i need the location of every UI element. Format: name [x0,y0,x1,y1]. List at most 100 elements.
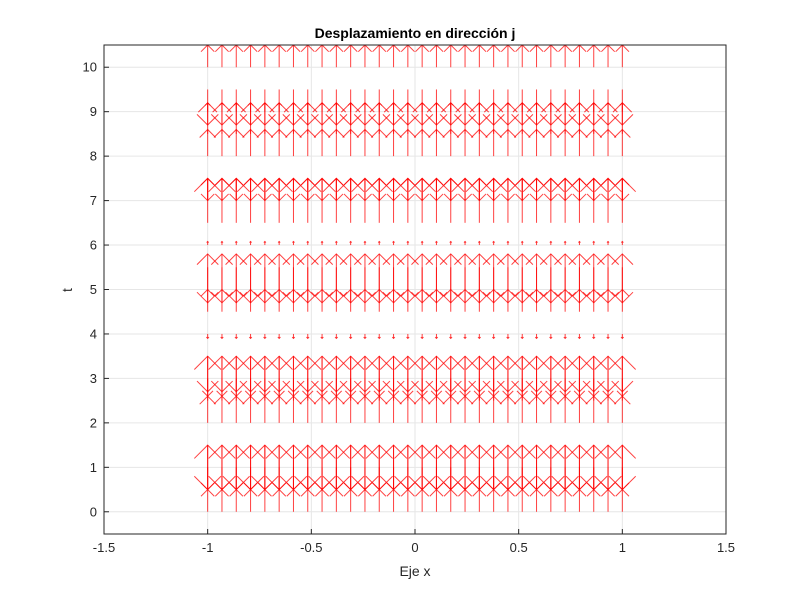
quiver-arrow [306,333,310,340]
quiver-arrow [334,240,338,246]
quiver-arrow [420,240,424,246]
quiver-arrow [539,267,562,304]
quiver-arrow [525,267,548,304]
quiver-arrow [454,267,477,304]
quiver-arrow [449,240,453,246]
quiver-arrow [382,356,405,393]
quiver-arrow [320,240,324,246]
quiver-arrow [586,488,601,512]
quiver-arrow [568,89,591,126]
quiver-arrow [522,445,551,491]
quiver-arrow [357,488,372,512]
quiver-arrow [225,267,248,304]
quiver-arrow [225,356,248,393]
quiver-arrow [594,445,622,491]
quiver-arrow [443,45,458,68]
quiver-arrow [296,267,319,304]
y-tick-label: 7 [90,193,97,208]
quiver-arrow [472,488,487,512]
quiver-arrow [351,445,379,491]
quiver-arrow [343,178,358,202]
quiver-arrow [220,333,224,340]
quiver-arrows [193,45,637,512]
quiver-arrow [434,333,439,340]
quiver-arrow [253,267,276,304]
quiver-arrow [435,240,438,246]
quiver-arrow [620,333,625,340]
quiver-arrow [565,445,594,491]
quiver-arrow [482,267,505,304]
quiver-arrow [597,356,620,393]
quiver-arrow [239,267,262,304]
y-tick-label: 3 [90,371,97,386]
quiver-arrow [353,89,376,126]
quiver-arrow [392,240,395,246]
quiver-arrow [315,45,330,68]
quiver-arrow [368,356,391,393]
quiver-arrow [472,45,487,68]
quiver-arrow [239,356,262,393]
quiver-arrow [400,45,415,68]
quiver-arrow [265,445,293,491]
quiver-arrow [511,356,534,393]
quiver-arrow [296,356,319,393]
quiver-arrow [486,45,501,68]
quiver-arrow [558,45,573,68]
quiver-arrow [496,89,519,126]
quiver-arrow [308,445,336,491]
quiver-arrow [394,445,422,491]
quiver-arrow [268,356,291,393]
quiver-arrow [329,45,344,68]
quiver-arrow [615,488,630,512]
quiver-arrow [300,488,315,512]
quiver-arrow [311,89,334,126]
quiver-arrow [425,89,448,126]
quiver-arrow [534,333,539,340]
y-tick-label: 4 [90,326,97,341]
quiver-arrow [620,240,624,246]
quiver-arrow [386,45,401,68]
quiver-arrow [429,45,444,68]
quiver-arrow [568,267,591,304]
quiver-arrow [214,488,229,512]
quiver-arrow [279,445,308,491]
quiver-arrow [372,178,387,202]
quiver-arrow [368,267,391,304]
quiver-arrow [291,333,296,340]
quiver-arrow [477,240,481,246]
quiver-arrow [439,267,462,304]
quiver-arrow [429,488,444,512]
quiver-arrow [586,178,601,202]
quiver-arrow [234,333,238,340]
quiver-arrow [272,178,287,202]
quiver-arrow [437,445,465,491]
quiver-arrow [415,488,430,512]
quiver-arrow [586,45,601,68]
quiver-arrow [608,445,637,491]
quiver-arrow [377,333,381,340]
quiver-arrow [229,45,244,68]
quiver-arrow [353,356,376,393]
quiver-arrow [406,240,410,246]
x-tick-label: -1.5 [93,540,115,555]
quiver-arrow [597,89,620,126]
quiver-arrow [236,445,265,491]
quiver-arrow [551,445,579,491]
quiver-arrow [282,267,305,304]
quiver-arrow [449,333,453,340]
quiver-arrow [257,178,272,202]
quiver-arrow [334,333,339,340]
quiver-arrow [458,45,473,68]
quiver-arrow [243,178,258,202]
quiver-arrow [454,89,477,126]
quiver-arrow [315,488,330,512]
quiver-arrow [249,240,252,246]
quiver-arrow [205,333,210,340]
quiver-arrow [458,178,473,202]
quiver-arrow [601,178,616,202]
quiver-arrow [520,240,524,246]
ticks: -1.5 -1 -0.5 0 0.5 1 1.5 0 1 2 3 4 5 6 7 8 9 10 [83,60,736,555]
quiver-arrow [282,356,305,393]
quiver-arrow [200,178,215,202]
